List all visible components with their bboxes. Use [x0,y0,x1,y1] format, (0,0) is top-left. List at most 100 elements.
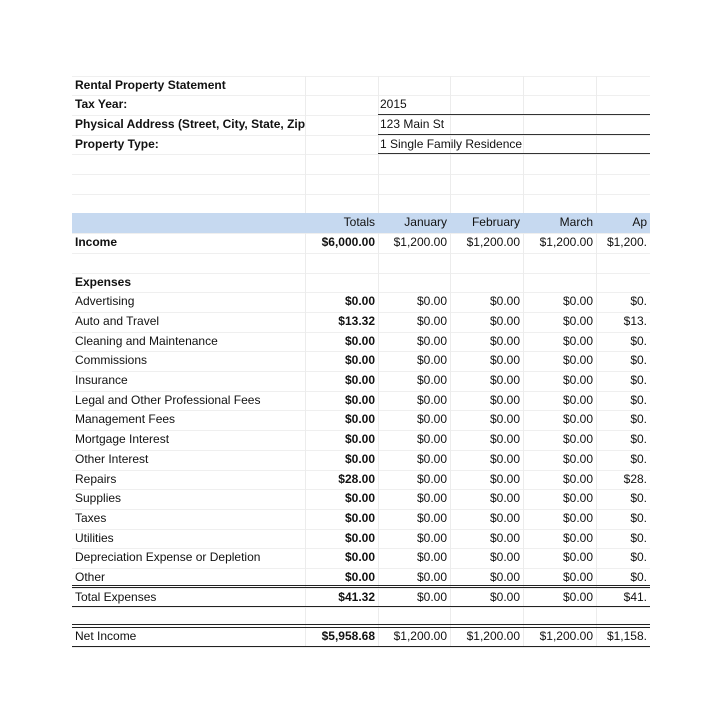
expense-value: $0. [630,491,647,506]
expense-value: $0.00 [489,471,520,486]
column-header: February [471,215,520,230]
expense-value: $0.00 [562,294,593,309]
total-expenses-value: $41. [623,589,647,604]
grid-line [72,311,650,313]
expense-value: $0.00 [489,491,520,506]
income-value: $6,000.00 [321,235,375,250]
grid-line [378,75,379,647]
grid-line [596,75,597,647]
expense-value: $0.00 [344,530,375,545]
expense-value: $0.00 [416,451,447,466]
expense-value: $0.00 [489,313,520,328]
expense-value: $0.00 [416,294,447,309]
grid-line [72,292,650,294]
grid-line [72,331,650,333]
expense-value: $0.00 [562,491,593,506]
expense-value: $0.00 [416,373,447,387]
expense-value: $0.00 [489,570,520,584]
grid-line [305,75,306,647]
expense-label: Other [75,570,106,584]
expense-value: $0.00 [489,510,520,525]
total-expenses-label: Total Expenses [75,589,157,604]
grid-line [72,272,650,274]
expense-value: $0.00 [489,373,520,387]
expense-value: $0. [630,412,647,427]
grid-line [72,548,650,550]
expense-value: $0.00 [344,510,375,525]
net-income-value: $1,200.00 [466,629,520,644]
grid-line [72,449,650,451]
expense-label: Advertising [75,294,135,309]
expense-value: $0. [630,510,647,525]
expense-value: $0.00 [562,451,593,466]
net-income-value: $1,200.00 [539,629,593,644]
expense-value: $0.00 [344,412,375,427]
underline [378,153,650,155]
grid-line [72,508,650,510]
total-expenses-value: $0.00 [562,589,593,604]
income-value: $1,200.00 [393,235,447,250]
expense-value: $0.00 [562,570,593,584]
expense-value: $0.00 [416,471,447,486]
header-band [72,213,650,234]
expense-value: $0.00 [344,432,375,447]
grid-line [72,410,650,412]
income-value: $1,200.00 [539,235,593,250]
expense-value: $0.00 [562,550,593,565]
expense-value: $0.00 [489,333,520,348]
expense-value: $0.00 [562,510,593,525]
grid-line [72,627,650,629]
field-label: Tax Year: [75,97,128,112]
column-header: Ap [632,215,647,230]
expense-value: $0. [630,530,647,545]
expense-value: $0.00 [562,373,593,387]
expense-value: $0. [630,570,647,584]
expense-value: $0.00 [344,491,375,506]
expense-value: $0.00 [416,570,447,584]
expense-value: $0. [630,373,647,387]
expense-value: $0. [630,294,647,309]
grid-line [72,528,650,530]
expense-label: Commissions [75,353,148,368]
expense-label: Utilities [75,530,114,545]
expense-value: $0.00 [489,530,520,545]
grid-line [72,193,650,195]
net-income-value: $5,958.68 [321,629,375,644]
expense-label: Mortgage Interest [75,432,170,447]
expense-value: $13.32 [338,313,375,328]
expense-value: $28.00 [338,471,375,486]
grid-line [72,174,650,175]
expense-value: $0.00 [562,353,593,368]
expense-value: $0.00 [344,451,375,466]
field-value: 2015 [380,97,407,112]
expense-value: $0.00 [562,392,593,407]
expense-value: $0.00 [416,313,447,328]
expense-value: $0.00 [344,373,375,387]
total-expenses-value: $0.00 [489,589,520,604]
border [72,645,650,647]
grid-line [72,646,650,648]
expense-value: $0.00 [489,451,520,466]
expense-value: $0.00 [344,294,375,309]
double-border [72,587,650,589]
field-value: 123 Main St [380,116,445,131]
expense-label: Auto and Travel [75,313,160,328]
expense-value: $0.00 [416,491,447,506]
expense-value: $0.00 [344,570,375,584]
expense-value: $0.00 [416,550,447,565]
income-label: Income [75,235,118,250]
grid-line [72,469,650,471]
double-border [72,584,650,586]
grid-line [72,75,650,77]
total-expenses-value: $41.32 [338,589,375,604]
expense-value: $0.00 [416,530,447,545]
expense-value: $0.00 [562,313,593,328]
income-value: $1,200. [606,235,647,250]
grid-line [72,430,650,432]
grid-line [72,95,650,97]
expense-value: $0. [630,451,647,466]
sheet-title: Rental Property Statement [75,77,226,92]
expense-value: $0.00 [489,550,520,565]
grid-line [72,233,650,235]
